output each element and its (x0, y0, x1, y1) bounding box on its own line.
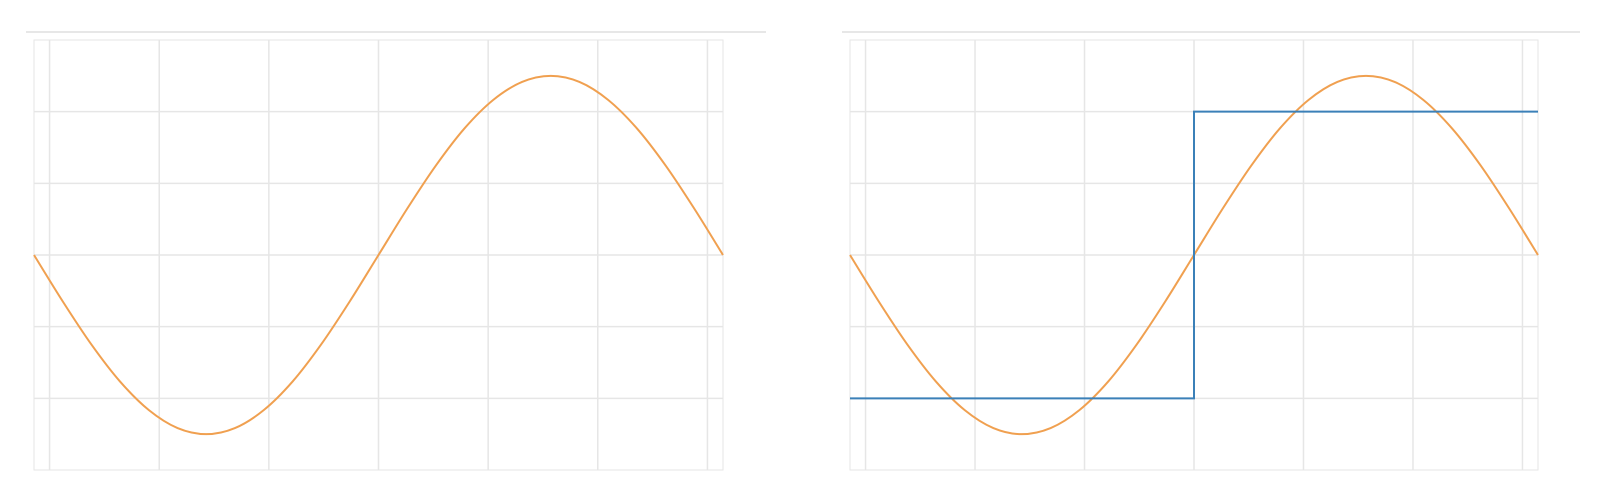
line-series (33, 74, 724, 436)
line-series (850, 110, 1538, 400)
